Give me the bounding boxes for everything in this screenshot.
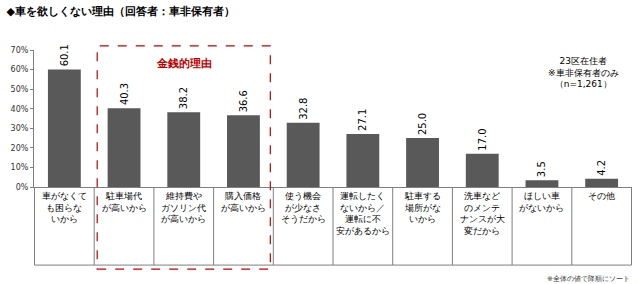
svg-text:40.3: 40.3 <box>119 83 130 105</box>
svg-text:※全体の値で降順にソート: ※全体の値で降順にソート <box>547 275 630 283</box>
svg-text:駐車する場所がないから: 駐車する場所がないから <box>404 191 441 224</box>
svg-text:3.5: 3.5 <box>536 161 547 177</box>
svg-text:金銭的理由: 金銭的理由 <box>156 57 212 70</box>
svg-text:使う機会が少なさそうだから: 使う機会が少なさそうだから <box>281 191 326 224</box>
svg-text:駐車場代が高いから: 駐車場代が高いから <box>102 191 147 213</box>
svg-text:40%: 40% <box>11 105 29 114</box>
svg-text:50%: 50% <box>11 85 29 94</box>
svg-text:洗車などのメンテナンスが大変だから: 洗車などのメンテナンスが大変だから <box>460 191 505 236</box>
svg-text:10%: 10% <box>11 163 29 172</box>
svg-text:運転したくないから／運転に不安があるから: 運転したくないから／運転に不安があるから <box>336 191 390 236</box>
svg-text:70%: 70% <box>11 46 29 55</box>
svg-text:17.0: 17.0 <box>477 128 488 150</box>
svg-text:維持費やガソリン代が高いから: 維持費やガソリン代が高いから <box>161 191 206 224</box>
svg-text:32.8: 32.8 <box>298 98 309 120</box>
svg-text:25.0: 25.0 <box>417 113 428 135</box>
svg-text:30%: 30% <box>11 124 29 133</box>
svg-text:23区在住者※車非保有者のみ（n=1,261）: 23区在住者※車非保有者のみ（n=1,261） <box>548 56 619 89</box>
svg-text:車がなくても困らないから: 車がなくても困らないから <box>42 191 87 224</box>
svg-text:60.1: 60.1 <box>59 44 70 66</box>
svg-text:0%: 0% <box>16 183 29 192</box>
svg-text:4.2: 4.2 <box>596 160 607 176</box>
svg-text:20%: 20% <box>11 144 29 153</box>
svg-text:38.2: 38.2 <box>178 87 189 109</box>
svg-text:ほしい車がないから: ほしい車がないから <box>519 191 564 213</box>
svg-text:36.6: 36.6 <box>238 90 249 112</box>
svg-text:その他: その他 <box>588 191 615 201</box>
svg-text:◆車を欲しくない理由（回答者：車非保有者）: ◆車を欲しくない理由（回答者：車非保有者） <box>6 5 234 18</box>
svg-text:27.1: 27.1 <box>357 109 368 131</box>
svg-text:購入価格が高いから: 購入価格が高いから <box>221 191 266 213</box>
svg-text:60%: 60% <box>11 65 29 74</box>
